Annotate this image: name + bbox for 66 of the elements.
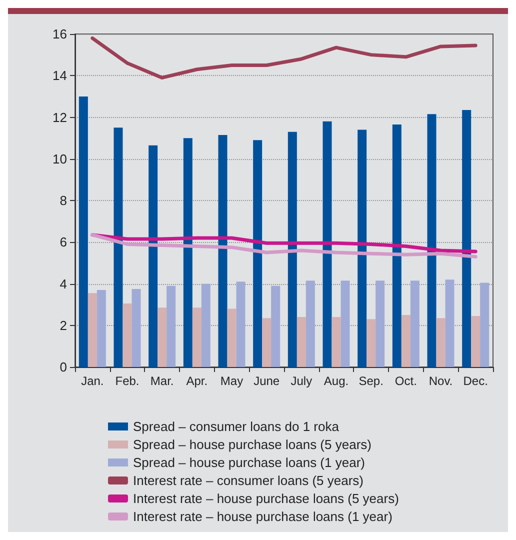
x-tick-label: Nov. (428, 374, 453, 388)
x-tick-label: Jan. (81, 374, 104, 388)
line-series (90, 36, 478, 80)
bar (183, 138, 192, 367)
bar (148, 145, 158, 367)
bar (322, 121, 332, 367)
bar (132, 288, 141, 367)
bar (227, 308, 236, 367)
bar (471, 316, 480, 367)
bar (436, 318, 446, 367)
x-tick-label: May (220, 374, 244, 388)
bar (401, 314, 410, 367)
bar (122, 304, 132, 367)
y-tick-label: 2 (60, 318, 67, 333)
bar (114, 128, 123, 367)
x-tick-label: Feb. (115, 374, 140, 388)
bar (427, 114, 436, 367)
legend-label: Spread – house purchase loans (1 year) (133, 455, 365, 470)
bar (340, 280, 350, 367)
x-tick-label: Aug. (324, 374, 349, 388)
legend-label: Spread – consumer loans do 1 roka (133, 419, 340, 434)
bar (192, 308, 202, 367)
bar (158, 308, 167, 367)
x-tick-label: Mar. (150, 374, 174, 388)
bar (96, 290, 106, 367)
bar (445, 280, 454, 367)
bar (218, 134, 228, 367)
bar (166, 286, 176, 367)
bar (366, 319, 376, 367)
bar (462, 110, 472, 367)
bar (262, 318, 272, 367)
x-tick-label: Dec. (463, 374, 488, 388)
y-tick-label: 0 (60, 360, 67, 374)
bar (236, 282, 246, 367)
y-tick-label: 14 (52, 68, 67, 84)
bar (201, 284, 210, 367)
legend-label: Spread – house purchase loans (5 years) (133, 437, 372, 452)
bar (376, 280, 385, 367)
bar (253, 140, 262, 367)
y-tick-label: 10 (52, 151, 67, 166)
x-tick-label: Apr. (186, 374, 208, 388)
line-series (90, 233, 478, 254)
bar (306, 280, 315, 367)
legend-label: Interest rate – house purchase loans (5 years) (133, 491, 399, 506)
x-tick-label: Sep. (358, 374, 384, 388)
bar (392, 124, 402, 367)
x-tick-label: June (254, 374, 280, 388)
legend-label: Interest rate – consumer loans (5 years) (133, 473, 364, 488)
legend-label: Interest rate – house purchase loans (1 year) (133, 509, 392, 524)
x-tick-label: July (290, 374, 312, 388)
y-tick-label: 16 (52, 26, 67, 42)
y-tick-label: 6 (60, 234, 67, 250)
bar (296, 317, 306, 367)
bar (88, 293, 97, 367)
bar (358, 130, 367, 367)
x-tick-label: Oct. (394, 374, 417, 388)
bar (271, 286, 280, 367)
y-tick-label: 8 (60, 193, 67, 208)
y-tick-label: 4 (60, 276, 67, 292)
bar (288, 132, 297, 367)
y-tick-label: 12 (52, 110, 67, 125)
bar (480, 282, 490, 367)
bar (410, 280, 420, 367)
bar (78, 96, 88, 367)
line-series (90, 233, 478, 258)
bar (332, 317, 341, 367)
